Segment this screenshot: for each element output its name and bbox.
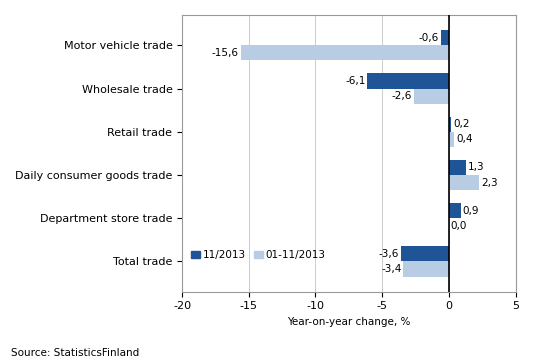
- X-axis label: Year-on-year change, %: Year-on-year change, %: [287, 317, 411, 327]
- Bar: [449, 175, 480, 190]
- Bar: [449, 132, 454, 147]
- Bar: [404, 261, 449, 276]
- Bar: [241, 45, 449, 60]
- Text: Source: StatisticsFinland: Source: StatisticsFinland: [11, 348, 139, 359]
- Text: 2,3: 2,3: [482, 177, 498, 188]
- Text: 0,0: 0,0: [451, 221, 467, 231]
- Text: 0,2: 0,2: [453, 119, 470, 129]
- Bar: [367, 73, 449, 89]
- Text: 0,4: 0,4: [456, 134, 473, 144]
- Text: -0,6: -0,6: [419, 33, 439, 43]
- Text: -2,6: -2,6: [392, 91, 412, 101]
- Bar: [441, 30, 449, 45]
- Bar: [449, 117, 451, 132]
- Text: -3,4: -3,4: [381, 264, 402, 274]
- Bar: [449, 203, 461, 218]
- Text: 0,9: 0,9: [463, 206, 480, 216]
- Bar: [449, 160, 466, 175]
- Bar: [401, 246, 449, 261]
- Text: 1,3: 1,3: [468, 162, 485, 172]
- Text: -15,6: -15,6: [212, 48, 239, 58]
- Legend: 11/2013, 01-11/2013: 11/2013, 01-11/2013: [187, 246, 330, 264]
- Text: -3,6: -3,6: [379, 249, 399, 259]
- Text: -6,1: -6,1: [345, 76, 365, 86]
- Bar: [414, 89, 449, 104]
